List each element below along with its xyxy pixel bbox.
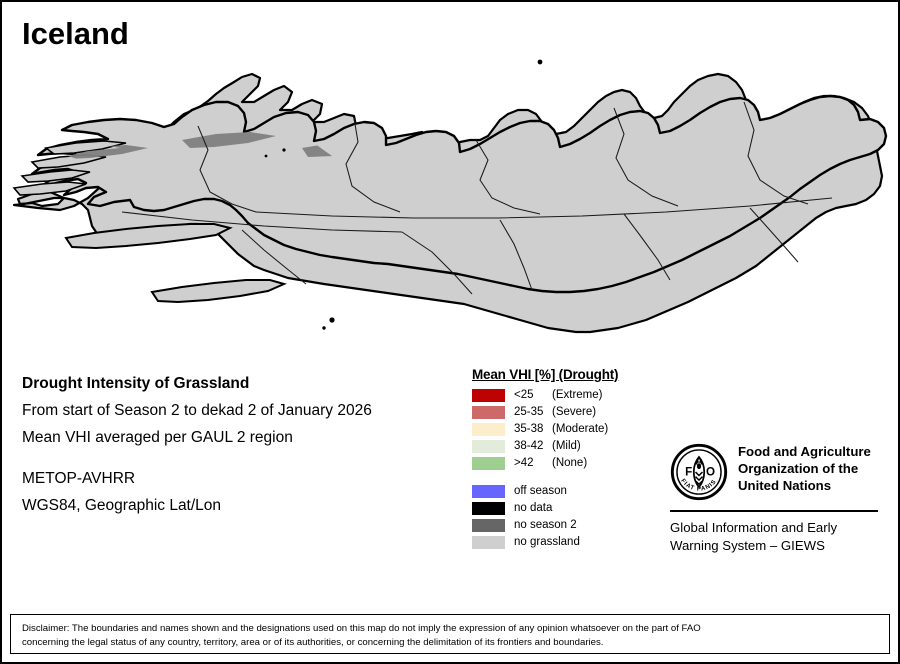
disclaimer-box: Disclaimer: The boundaries and names sho… — [10, 614, 890, 654]
fao-org-line-1: Food and Agriculture — [738, 444, 871, 459]
legend-swatch-moderate — [472, 422, 505, 436]
fao-org-line-2: Organization of the — [738, 461, 859, 476]
fao-branding: F A O FIAT PANIS Food and Agriculture Or… — [670, 443, 885, 555]
legend-item-extreme: <25 (Extreme) — [472, 387, 662, 403]
legend-range-extreme: <25 — [514, 389, 534, 401]
fao-logo-row: F A O FIAT PANIS Food and Agriculture Or… — [670, 443, 885, 501]
info-spacer — [22, 451, 462, 465]
legend-range-mild: 38-42 — [514, 440, 544, 452]
fao-divider — [670, 510, 878, 512]
legend-name-severe: (Severe) — [552, 406, 597, 418]
offshore-islands — [264, 59, 543, 330]
reykjanes-peninsula — [150, 279, 287, 304]
legend-title: Mean VHI [%] (Drought) — [472, 367, 619, 382]
legend-label-none: >42 (None) — [514, 457, 587, 469]
legend-swatch-no-data — [472, 501, 505, 515]
admin-boundaries — [121, 101, 833, 295]
legend-label-severe: 25-35 (Severe) — [514, 406, 596, 418]
info-period: From start of Season 2 to dekad 2 of Jan… — [22, 402, 372, 419]
giews-name: Global Information and Early Warning Sys… — [670, 519, 885, 555]
legend-name-mild: (Mild) — [552, 440, 581, 452]
legend-swatch-no-grassland — [472, 535, 505, 549]
giews-line-1: Global Information and Early — [670, 520, 838, 535]
legend-range-severe: 25-35 — [514, 406, 544, 418]
legend-name-off-season: off season — [514, 485, 567, 497]
iceland-detail-group — [12, 59, 888, 330]
legend-name-no-grassland: no grassland — [514, 536, 580, 548]
fao-organization-name: Food and Agriculture Organization of the… — [738, 443, 871, 494]
legend-item-off-season: off season — [472, 483, 662, 499]
legend-label-mild: 38-42 (Mild) — [514, 440, 581, 452]
legend-range-none: >42 — [514, 457, 534, 469]
legend-name-extreme: (Extreme) — [552, 389, 603, 401]
legend-gap — [472, 472, 662, 483]
map-legend: Mean VHI [%] (Drought) <25 (Extreme) 25-… — [472, 367, 662, 551]
legend-item-severe: 25-35 (Severe) — [472, 404, 662, 420]
legend-item-no-season-2: no season 2 — [472, 517, 662, 533]
legend-name-no-data: no data — [514, 502, 553, 514]
svg-text:O: O — [706, 465, 715, 478]
legend-item-no-data: no data — [472, 500, 662, 516]
map-info-block: Drought Intensity of Grassland From star… — [22, 370, 462, 519]
fao-logo-icon: F A O FIAT PANIS — [670, 443, 728, 501]
legend-swatch-extreme — [472, 388, 505, 402]
svg-text:A: A — [696, 456, 703, 467]
legend-item-none: >42 (None) — [472, 455, 662, 471]
legend-name-none: (None) — [552, 457, 588, 469]
legend-swatch-off-season — [472, 484, 505, 498]
info-heading: Drought Intensity of Grassland — [22, 375, 250, 392]
legend-item-mild: 38-42 (Mild) — [472, 438, 662, 454]
legend-label-extreme: <25 (Extreme) — [514, 389, 602, 401]
disclaimer-line-1: Disclaimer: The boundaries and names sho… — [22, 623, 701, 634]
svg-text:F: F — [685, 465, 692, 478]
fao-org-line-3: United Nations — [738, 478, 832, 493]
legend-swatch-none — [472, 456, 505, 470]
info-sensor: METOP-AVHRR — [22, 470, 136, 487]
snaefellsnes-peninsula — [64, 223, 233, 250]
legend-name-moderate: (Moderate) — [552, 423, 609, 435]
iceland-map-svg — [12, 59, 888, 334]
legend-range-moderate: 35-38 — [514, 423, 544, 435]
disclaimer-line-2: concerning the legal status of any count… — [22, 637, 604, 648]
map-canvas[interactable] — [2, 52, 898, 352]
legend-swatch-mild — [472, 439, 505, 453]
westfjords-detail — [12, 140, 127, 196]
legend-item-no-grassland: no grassland — [472, 534, 662, 550]
legend-swatch-no-season-2 — [472, 518, 505, 532]
legend-name-no-season-2: no season 2 — [514, 519, 577, 531]
legend-item-moderate: 35-38 (Moderate) — [472, 421, 662, 437]
info-aggregation: Mean VHI averaged per GAUL 2 region — [22, 429, 293, 446]
page-title: Iceland — [22, 16, 129, 51]
giews-line-2: Warning System – GIEWS — [670, 538, 825, 553]
iceland-main-body — [30, 94, 888, 294]
legend-label-moderate: 35-38 (Moderate) — [514, 423, 608, 435]
info-projection: WGS84, Geographic Lat/Lon — [22, 497, 222, 514]
legend-swatch-severe — [472, 405, 505, 419]
